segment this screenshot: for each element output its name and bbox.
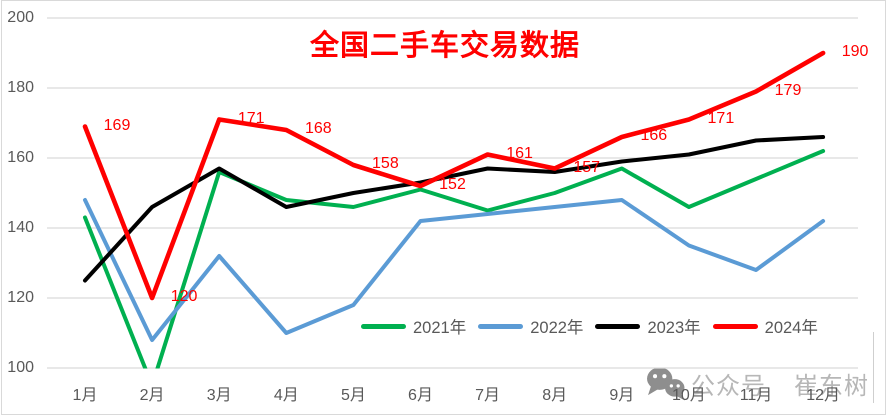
legend-label: 2021年 <box>413 319 467 337</box>
data-label: 190 <box>841 43 869 60</box>
data-label: 152 <box>439 176 466 193</box>
data-label: 161 <box>506 144 533 162</box>
legend-item-2023年: 2023年 <box>595 314 701 338</box>
x-tick-label: 2月 <box>139 387 165 404</box>
data-label: 157 <box>573 158 601 176</box>
y-tick-label: 200 <box>7 8 34 26</box>
legend-item-2024年: 2024年 <box>712 314 818 338</box>
legend-label: 2023年 <box>647 319 701 337</box>
data-label: 168 <box>304 120 332 137</box>
x-tick-label: 4月 <box>273 387 299 404</box>
x-tick-label: 10月 <box>671 387 706 404</box>
data-label: 158 <box>372 155 399 172</box>
x-tick-label: 1月 <box>72 387 98 404</box>
x-tick-label: 8月 <box>542 387 568 404</box>
legend-swatch <box>712 323 758 329</box>
x-tick-label: 3月 <box>206 387 232 404</box>
data-label: 120 <box>170 288 198 305</box>
data-label: 166 <box>640 127 668 144</box>
watermark-text-left: 公众号 <box>691 372 766 400</box>
legend-swatch <box>361 323 406 329</box>
wechat-icon <box>647 366 685 401</box>
x-tick-label: 6月 <box>408 387 433 404</box>
legend-item-2022年: 2022年 <box>478 314 583 338</box>
y-tick-label: 180 <box>7 78 34 96</box>
data-label: 171 <box>707 109 735 127</box>
legend-label: 2022年 <box>530 319 584 337</box>
watermark: 公众号 崔东树 <box>644 365 869 401</box>
y-tick-label: 100 <box>7 358 34 376</box>
legend-label: 2024年 <box>764 319 818 337</box>
watermark-text-right: 崔东树 <box>794 372 869 400</box>
data-label: 179 <box>774 81 802 99</box>
x-tick-label: 9月 <box>609 387 635 404</box>
watermark-divider <box>873 332 874 403</box>
chart-title: 全国二手车交易数据 <box>309 30 580 62</box>
legend: 2021年 2022年 2023年 2024年 <box>361 314 818 338</box>
x-tick-label: 7月 <box>475 387 501 404</box>
y-tick-label: 160 <box>7 148 34 166</box>
series-line-2023年 <box>83 135 826 283</box>
y-tick-label: 140 <box>7 218 34 236</box>
x-tick-label: 12月 <box>806 387 840 404</box>
legend-item-2021年: 2021年 <box>361 314 466 338</box>
legend-swatch <box>478 323 524 329</box>
data-label: 171 <box>237 109 265 127</box>
data-label: 169 <box>103 116 131 134</box>
x-tick-label: 11月 <box>739 387 773 404</box>
legend-swatch <box>595 323 641 329</box>
x-tick-label: 5月 <box>340 387 366 404</box>
y-tick-label: 120 <box>7 288 34 306</box>
